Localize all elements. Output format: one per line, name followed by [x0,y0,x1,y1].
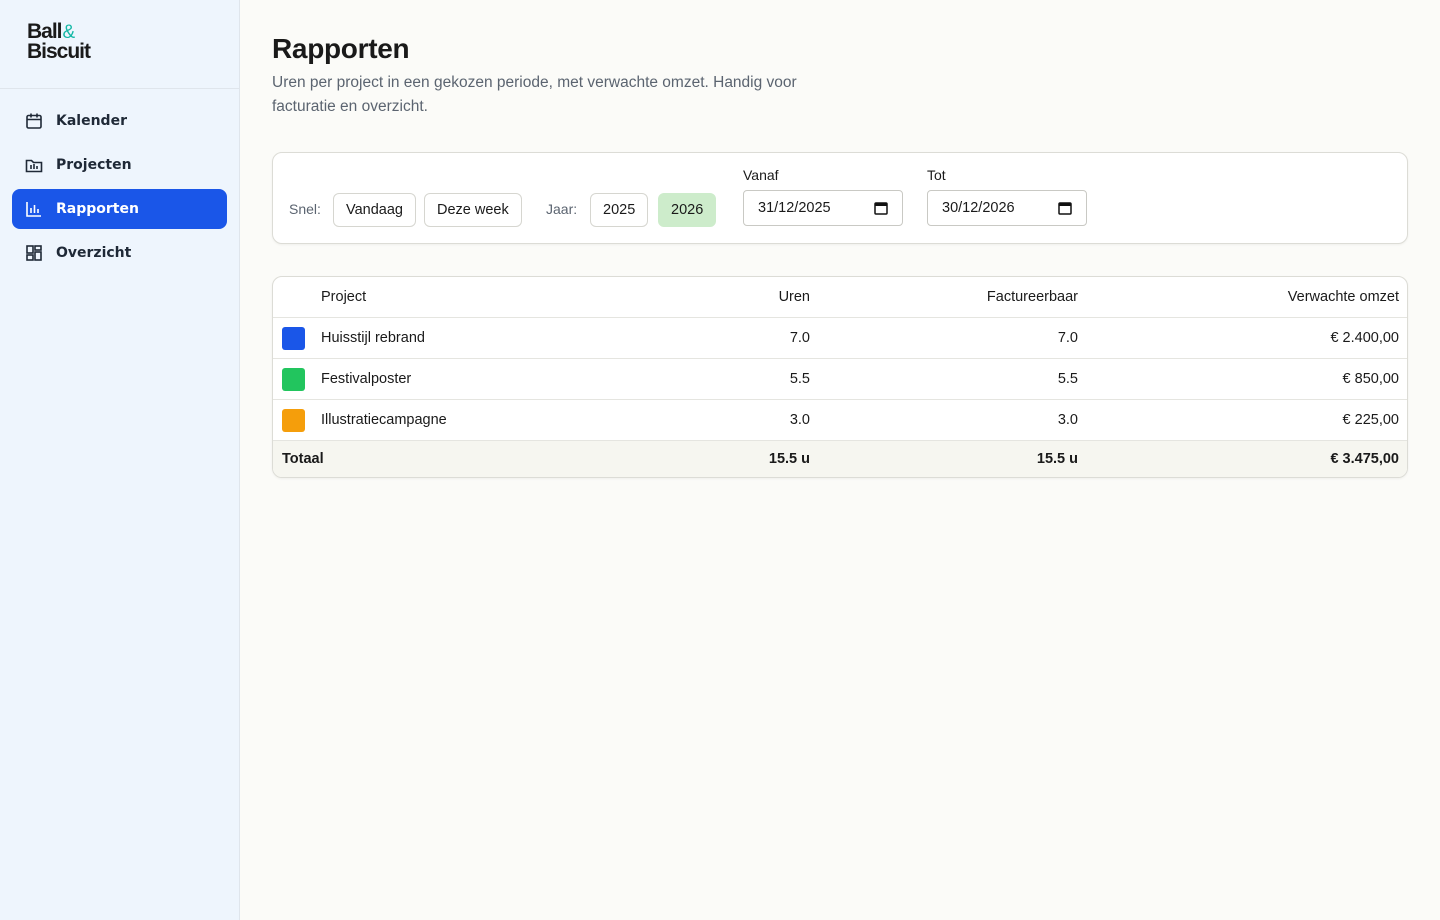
quick-label: Snel: [289,201,321,217]
color-swatch [282,327,305,350]
cell: 7.0 [1057,330,1078,346]
cell: 3.0 [789,412,810,428]
logo-word: Ball [27,20,63,43]
year-button[interactable]: 2025 [590,193,649,227]
table-row: Festivalposter 5.5 5.5 € 850,00 [273,359,1407,400]
nav-item[interactable]: Kalender [12,101,227,141]
nav-icon [26,202,41,217]
nav-label: Kalender [56,113,127,129]
quick-button[interactable]: Vandaag [333,193,416,227]
cell: € 225,00 [1342,412,1399,428]
total-cell: 15.5 u [768,451,810,467]
quick-button[interactable]: Deze week [424,193,522,227]
logo[interactable]: Ball& Biscuit [0,0,239,89]
sidebar: Ball& Biscuit Kalender Projecten Rapporten… [0,0,240,920]
color-swatch [282,409,305,432]
report-table: Project Uren Factureerbaar Verwachte omzet H… [272,276,1408,478]
total-cell: 15.5 u [1036,451,1078,467]
date-value: 31/12/2025 [758,200,831,216]
logo-word: Biscuit [27,40,91,63]
nav-icon [26,113,42,129]
nav-item[interactable]: Projecten [12,145,227,185]
color-swatch [282,368,305,391]
cell: € 2.400,00 [1330,330,1399,346]
total-cell: € 3.475,00 [1330,451,1399,467]
cell: 7.0 [789,330,810,346]
date-input[interactable]: 31/12/2025 [743,190,903,226]
field-label: Vanaf [743,167,779,183]
nav-label: Rapporten [56,201,139,217]
nav-label: Projecten [56,157,132,173]
cell: Festivalposter [321,371,412,387]
nav: Kalender Projecten Rapporten Overzicht [0,89,239,289]
table-header: Project Uren Factureerbaar Verwachte omzet [273,277,1407,318]
nav-icon [26,245,42,261]
total-label: Totaal [282,451,324,467]
cell: € 850,00 [1342,371,1399,387]
column-header: Factureerbaar [986,289,1078,305]
cell: Huisstijl rebrand [321,330,425,346]
page-title: Rapporten [272,33,410,64]
column-header: Uren [778,289,810,305]
table-row: Huisstijl rebrand 7.0 7.0 € 2.400,00 [273,318,1407,359]
year-label: Jaar: [546,201,578,217]
logo-amp: & [62,22,76,43]
column-header: Project [321,289,367,305]
nav-label: Overzicht [56,245,132,261]
nav-icon [25,159,43,173]
date-input[interactable]: 30/12/2026 [927,190,1087,226]
cell: Illustratiecampagne [321,412,447,428]
filter-card: Snel: Jaar: Vanaf 31/12/2025 Tot 30/12/2… [272,152,1408,244]
date-value: 30/12/2026 [942,200,1015,216]
calendar-icon [874,202,888,215]
page-subtitle: Uren per project in een gekozen periode,… [272,74,797,115]
nav-item[interactable]: Overzicht [12,233,227,273]
from-field: Vanaf 31/12/2025 [743,167,903,226]
field-label: Tot [927,167,946,183]
table-row: Illustratiecampagne 3.0 3.0 € 225,00 [273,400,1407,441]
main: Rapporten Uren per project in een gekoze… [272,0,1408,478]
cell: 5.5 [789,371,810,387]
year-button[interactable]: 2026 [658,193,717,227]
total-row: Totaal 15.5 u 15.5 u € 3.475,00 [273,441,1407,477]
nav-item[interactable]: Rapporten [12,189,227,229]
calendar-icon [1058,202,1072,215]
cell: 3.0 [1057,412,1078,428]
cell: 5.5 [1057,371,1078,387]
column-header: Verwachte omzet [1287,289,1399,305]
to-field: Tot 30/12/2026 [927,167,1087,226]
